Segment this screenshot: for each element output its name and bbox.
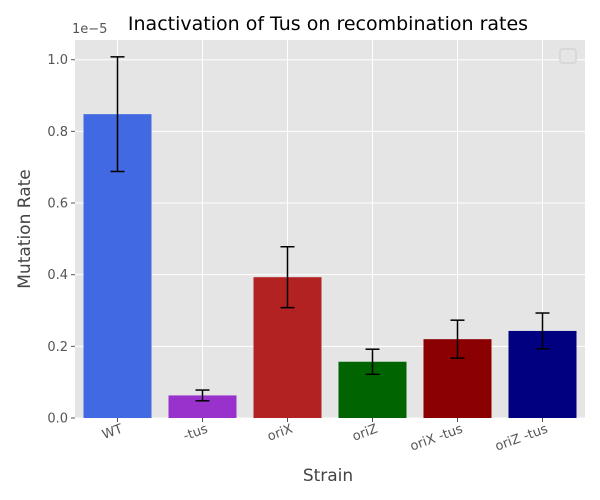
y-tick-label: 0.4 bbox=[47, 268, 68, 283]
y-tick-label: 1.0 bbox=[47, 53, 68, 68]
y-tick-label: 0.8 bbox=[47, 125, 68, 140]
x-tick-label: oriZ bbox=[350, 422, 379, 445]
x-tick-label: oriX bbox=[265, 422, 294, 445]
legend-box bbox=[559, 48, 577, 64]
y-ticks: 0.0 0.2 0.4 0.6 0.8 1.0 bbox=[47, 53, 75, 427]
y-offset-label: 1e−5 bbox=[72, 22, 107, 37]
error-bars bbox=[110, 56, 550, 402]
x-tick-label: -tus bbox=[181, 422, 210, 445]
plot-area bbox=[75, 40, 585, 418]
x-tick-label: oriZ -tus bbox=[493, 422, 550, 455]
y-tick-label: 0.6 bbox=[47, 197, 68, 212]
bars bbox=[83, 114, 577, 419]
x-axis-label: Strain bbox=[303, 466, 353, 486]
y-tick-label: 0.0 bbox=[47, 412, 68, 427]
chart-title: Inactivation of Tus on recombination rat… bbox=[128, 13, 528, 35]
x-ticks: WT -tus oriX oriZ oriX -tus oriZ -tus bbox=[100, 418, 550, 454]
y-tick-label: 0.2 bbox=[47, 340, 68, 355]
bar bbox=[168, 395, 237, 418]
x-tick-label: oriX -tus bbox=[408, 422, 465, 455]
y-axis-label: Mutation Rate bbox=[15, 169, 35, 288]
x-tick-label: WT bbox=[100, 422, 125, 443]
